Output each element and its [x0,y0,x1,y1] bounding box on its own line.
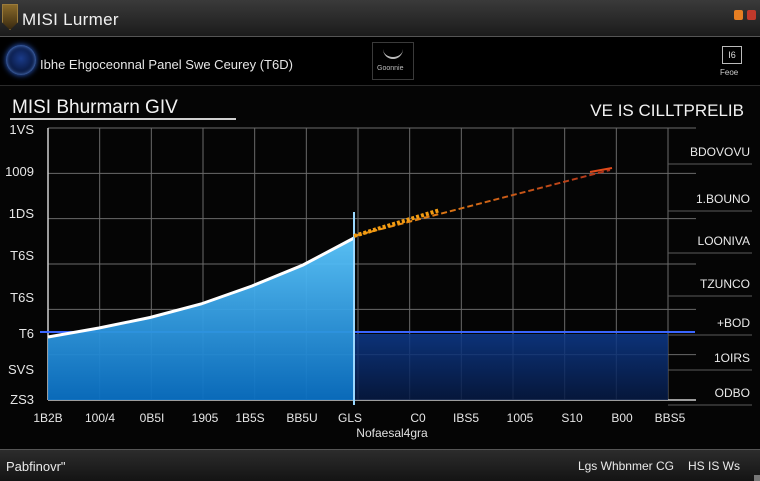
status-right: Lgs Whbnmer CG HS IS Ws [578,459,740,473]
x-axis-label: Nofaesal4gra [356,426,428,440]
toolbar-right-box: I6 [722,46,742,64]
x-tick-label: 1905 [192,411,219,425]
x-tick-label: 100/4 [85,411,115,425]
y-tick-label: SVS [8,362,34,377]
toolbar-right-button[interactable]: I6 Feoe [718,44,748,78]
x-tick-label: S10 [561,411,583,425]
right-label: BDOVOVU [690,145,750,159]
right-label: LOONIVA [698,234,750,248]
y-tick-label: T6S [10,290,34,305]
toolbar-group-text: Goonnie [377,65,404,72]
title-underline [10,118,236,120]
y-tick-label: ZS3 [10,392,34,407]
x-tick-label: BBS5 [655,411,686,425]
y-tick-label: T6S [10,248,34,263]
status-right-text-1: Lgs Whbnmer CG [577,459,674,473]
app-logo-icon [2,4,18,30]
chart-title: MISI Bhurmarn GIV [12,97,178,118]
close-button[interactable] [747,10,756,20]
x-tick-label: B00 [611,411,633,425]
resize-grip[interactable] [754,475,760,481]
x-tick-label: GLS [338,411,362,425]
y-tick-label: 1VS [9,122,34,137]
toolbar-right-text: Feoe [720,68,739,77]
x-tick-label: 1B2B [33,411,62,425]
projection-band [354,334,668,400]
projection-arrow [589,167,613,173]
window-controls [734,10,756,20]
status-right-text-2: HS IS Ws [687,459,740,473]
area-series-edge [47,236,355,339]
x-tick-label: 1B5S [235,411,264,425]
x-tick-label: 0B5I [140,411,165,425]
right-label: TZUNCO [700,277,750,291]
x-tick-label: C0 [410,411,426,425]
group-icon [383,49,403,59]
right-label: ODBO [715,386,750,400]
chart-subtitle: VE IS CILLTPRELIB [590,101,744,120]
projection-line [353,169,611,237]
status-left-text: Pabfinovr" [6,459,66,474]
y-tick-label: T6 [19,326,34,341]
toolbar: Ibhe Ehgoceonnal Panel Swe Ceurey (T6D) [0,37,760,86]
right-label: 1OIRS [714,351,750,365]
status-bar: Pabfinovr" Lgs Whbnmer CG HS IS Ws [0,449,760,481]
y-tick-label: 1009 [5,164,34,179]
title-bar: MISI Lurmer [0,0,760,37]
x-tick-labels: 1B2B 100/4 0B5I 1905 1B5S BB5U GLS C0 IBS5 1005 S1… [33,411,685,425]
x-tick-label: BB5U [286,411,317,425]
x-tick-label: IBS5 [453,411,479,425]
right-labels: BDOVOVU 1.BOUNO LOONIVA TZUNCO +BOD 1OIRS ODBO [668,145,752,406]
start-orb-icon[interactable] [6,45,36,75]
toolbar-group-button[interactable]: Goonnie [372,42,414,80]
toolbar-label: Ibhe Ehgoceonnal Panel Swe Ceurey (T6D) [40,57,293,72]
window-title: MISI Lurmer [22,10,119,29]
minimize-button[interactable] [734,10,743,20]
area-series [48,238,354,400]
y-tick-label: 1DS [9,206,35,221]
x-tick-label: 1005 [507,411,534,425]
y-tick-labels: 1VS 1009 1DS T6S T6S T6 SVS ZS3 [5,122,34,407]
right-label: +BOD [717,316,750,330]
right-label: 1.BOUNO [696,192,750,206]
